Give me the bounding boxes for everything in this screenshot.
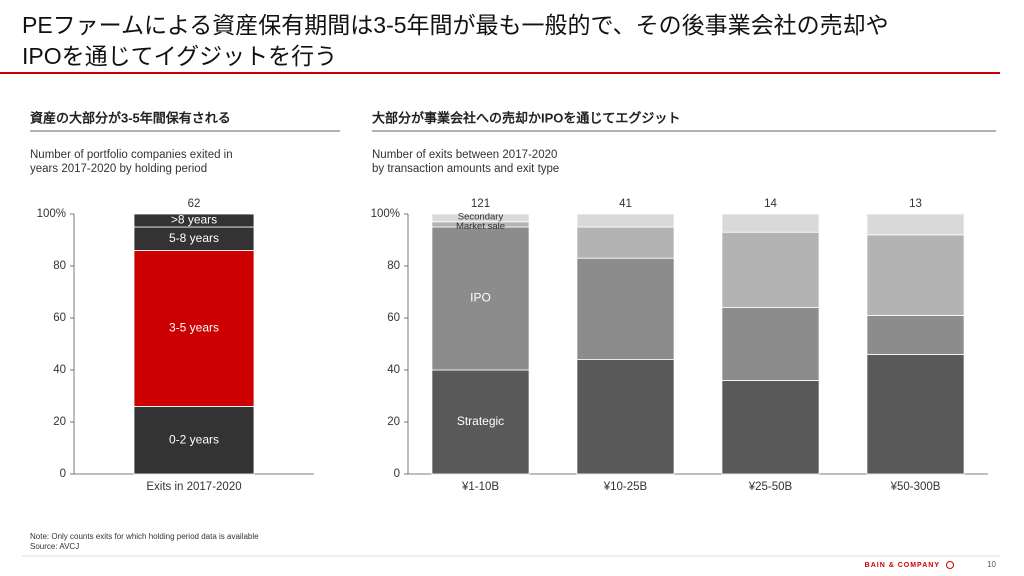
bar-segment (431, 213, 530, 223)
y-tick-label: 80 (387, 260, 400, 272)
subtitle: years 2017-2020 by holding period (30, 163, 207, 175)
bar-segment (576, 226, 675, 259)
x-tick-label: Exits in 2017-2020 (146, 481, 241, 493)
segment-label: 0-2 years (169, 432, 219, 446)
title-line: IPOを通じてイグジットを行う (22, 43, 337, 69)
bar-segment (721, 231, 820, 308)
bar-segment (866, 353, 965, 475)
bar-segment (133, 213, 255, 228)
segment-label: Market sale (456, 221, 505, 232)
bar-segment (866, 234, 965, 316)
note: Note: Only counts exits for which holdin… (30, 532, 259, 541)
bar-segment (721, 379, 820, 475)
bar-segment (866, 314, 965, 355)
y-tick-label: 100% (371, 208, 400, 220)
total-label: 41 (619, 198, 632, 210)
segment-label: >8 years (171, 213, 217, 227)
segment-label: IPO (470, 291, 491, 305)
segment-label: 3-5 years (169, 321, 219, 335)
subtitle: by transaction amounts and exit type (372, 163, 559, 175)
title-rule (0, 72, 1000, 74)
segment-label: Strategic (457, 414, 504, 428)
page-number: 10 (987, 560, 996, 569)
section-heading: 資産の大部分が3-5年間保有される (30, 110, 231, 125)
y-tick-label: 60 (53, 312, 66, 324)
y-tick-label: 40 (387, 364, 400, 376)
y-tick-label: 0 (394, 468, 400, 480)
bar-segment (866, 213, 965, 236)
bar-segment (721, 213, 820, 233)
x-tick-label: ¥10-25B (603, 481, 648, 493)
bar-segment (576, 257, 675, 361)
x-tick-label: ¥1-10B (461, 481, 499, 493)
total-label: 13 (909, 198, 922, 210)
subtitle: Number of portfolio companies exited in (30, 149, 233, 161)
x-tick-label: ¥50-300B (890, 481, 941, 493)
y-tick-label: 60 (387, 312, 400, 324)
y-tick-label: 40 (53, 364, 66, 376)
bar-segment (431, 226, 530, 371)
source: Source: AVCJ (30, 542, 79, 551)
y-tick-label: 0 (60, 468, 66, 480)
brand-icon (946, 561, 954, 569)
segment-label: 5-8 years (169, 231, 219, 245)
total-label: 14 (764, 198, 777, 210)
y-tick-label: 80 (53, 260, 66, 272)
y-tick-label: 100% (37, 208, 66, 220)
brand: BAIN & COMPANY (865, 562, 940, 569)
bar-segment (576, 359, 675, 475)
bar-segment (721, 307, 820, 381)
subtitle: Number of exits between 2017-2020 (372, 149, 557, 161)
section-heading: 大部分が事業会社への売却かIPOを通じてエグジット (372, 110, 680, 125)
total-label: 62 (188, 198, 201, 210)
bar-segment (576, 213, 675, 228)
y-tick-label: 20 (53, 416, 66, 428)
y-tick-label: 20 (387, 416, 400, 428)
total-label: 121 (471, 198, 490, 210)
bar-segment (133, 249, 255, 407)
title-line: PEファームによる資産保有期間は3-5年間が最も一般的で、その後事業会社の売却や (22, 12, 889, 38)
bar-segment (431, 369, 530, 475)
segment-label: Secondary (458, 211, 504, 222)
x-tick-label: ¥25-50B (748, 481, 793, 493)
